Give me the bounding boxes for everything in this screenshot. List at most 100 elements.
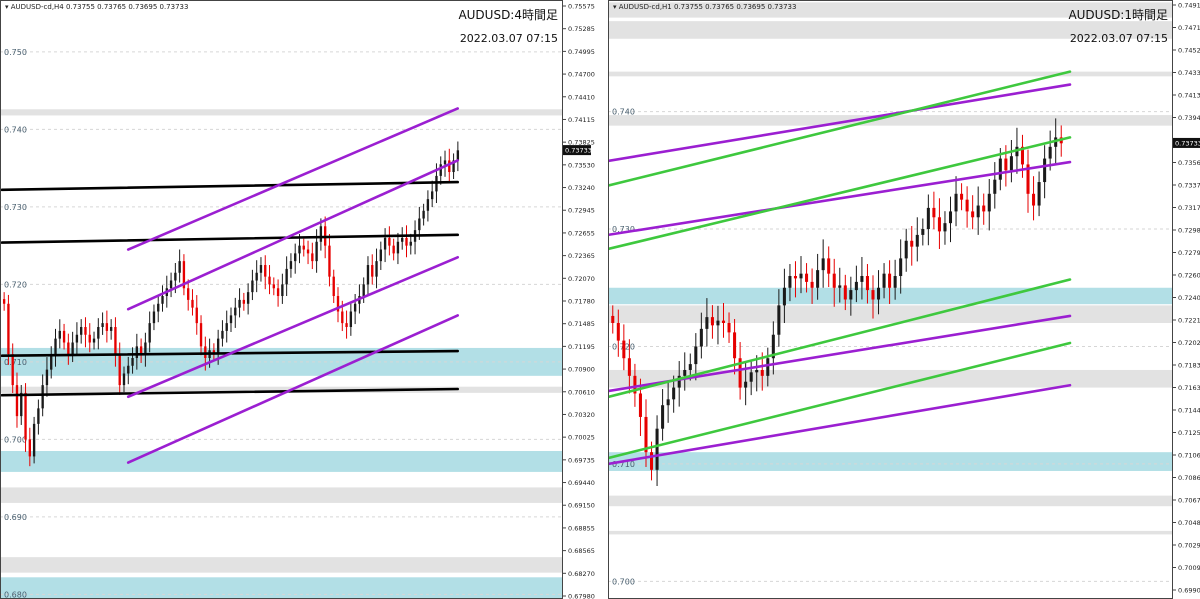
axis-tick-label: 0.73945 [1178,114,1200,122]
candle-body [993,179,997,194]
axis-tick-label: 0.75575 [568,3,595,11]
axis-tick-label: 0.74715 [1178,24,1200,32]
level-label: 0.740 [612,108,635,117]
candle-body [199,323,203,347]
candle-body [268,276,271,285]
candle-body [238,299,241,308]
level-label: 0.730 [612,225,635,234]
candle-body [118,354,121,386]
candle-body [182,261,186,289]
candle-body [960,193,964,200]
candle-body [439,164,442,176]
level-label: 0.730 [4,203,27,212]
candle-body [383,237,387,250]
h4-candlestick-chart[interactable]: 0.750 0.740 0.730 0.720 0.710 0.700 0.690 0.680… [0,0,596,599]
candle-body [62,330,66,343]
candle-body [109,327,113,331]
candle-body [854,281,858,291]
current-price-box [563,145,591,156]
candle-body [7,303,10,355]
candle-body [716,320,720,326]
level-label: 0.750 [4,48,27,57]
trendline-purple [608,83,1072,163]
candle-body [937,217,941,232]
candle-body [187,288,190,300]
candle-body [375,261,378,277]
candle-body [276,288,280,297]
candle-body [401,237,404,242]
candle-body [37,408,40,424]
level-label: 0.680 [4,590,27,599]
candle-body [777,305,781,335]
candle-body [392,245,395,254]
candle-body [422,210,425,219]
axis-tick-label: 0.69150 [568,502,595,510]
candle-body [88,334,91,343]
trendline-purple [126,314,460,464]
candle-body [332,276,335,297]
candle-body [246,292,250,304]
candle-body [71,342,74,355]
candle-body [396,241,400,254]
candle-body [289,261,293,269]
candle-body [910,240,914,247]
candle-body [838,285,842,288]
candle-body [336,296,340,312]
axis-tick-label: 0.74410 [568,93,595,101]
candle-body [954,193,958,212]
axis-tick-label: 0.72985 [1178,227,1200,235]
candle-body [229,315,233,324]
level-label: 0.690 [4,513,27,522]
trendline-green [608,278,1072,399]
candle-body [259,265,263,273]
candle-body [251,280,254,293]
h1-chart-panel[interactable]: 0.7400.7300.7200.7100.7000.749100.747150… [608,0,1200,599]
h4-chart-panel[interactable]: 0.750 0.740 0.730 0.720 0.710 0.700 0.690 0.680… [0,0,596,599]
candle-body [178,261,181,273]
zone-gray [608,305,1172,323]
h1-candlestick-chart[interactable]: 0.7400.7300.7200.7100.7000.749100.747150… [608,0,1200,599]
zone-gray [0,386,562,393]
axis-tick-label: 0.70095 [1178,564,1200,572]
level-label: 0.710 [4,358,27,367]
candle-body [1037,182,1041,206]
candle-body [721,320,726,323]
candle-body [388,237,391,246]
candle-body [20,392,23,417]
candle-body [15,385,19,417]
candle-body [843,285,847,300]
candle-body [744,381,748,388]
zone-gray [608,2,1172,18]
candle-body [727,322,731,333]
candle-body [242,299,246,304]
candle-body [965,199,969,212]
axis-tick-label: 0.70610 [568,388,595,396]
candle-body [161,296,164,304]
candle-body [827,258,831,274]
candle-body [294,253,297,262]
candle-body [311,253,314,262]
candle-body [633,375,637,394]
candle-body [821,258,825,271]
candle-body [122,373,126,386]
axis-tick-label: 0.70025 [568,434,595,442]
chart-timestamp: 2022.03.07 07:15 [460,32,558,45]
trendline-purple [126,107,460,251]
axis-tick-label: 0.74700 [568,71,595,79]
candle-body [738,358,742,388]
candle-body [998,158,1002,180]
candle-body [976,205,980,218]
candle-body [987,193,991,212]
candle-body [982,205,986,212]
candle-body [661,405,665,429]
candle-body [50,354,53,370]
candle-body [345,323,348,328]
candle-body [616,322,620,341]
